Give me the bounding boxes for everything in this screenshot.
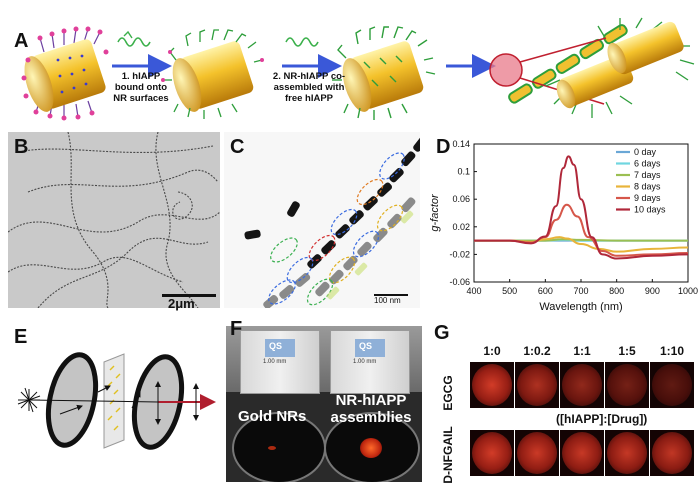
scale-bar-c-label: 100 nm xyxy=(374,296,401,305)
fluorescence-well xyxy=(470,362,514,408)
peptide-icon-2 xyxy=(285,37,319,47)
legend-entry: 8 days xyxy=(634,182,661,192)
y-tick-label: 0.06 xyxy=(452,194,470,204)
ratio-header: 1:5 xyxy=(618,344,636,358)
well-glow xyxy=(472,364,512,406)
fluorescence-well xyxy=(560,362,604,408)
cuvette-right: QS 1.00 mm xyxy=(330,330,410,394)
dish-left xyxy=(232,412,326,482)
fluorescence-well xyxy=(605,430,649,476)
polarizer-1 xyxy=(45,352,99,448)
fluorescence-well xyxy=(560,430,604,476)
legend-entry: 10 days xyxy=(634,205,666,215)
ratio-header: 1:0 xyxy=(483,344,501,358)
y-tick-label: -0.02 xyxy=(449,249,470,259)
well-glow xyxy=(652,432,692,474)
well-glow xyxy=(562,432,602,474)
zoom-circle xyxy=(489,53,523,87)
well-glow xyxy=(517,432,557,474)
legend-entry: 6 days xyxy=(634,159,661,169)
peptide-icon-1 xyxy=(117,37,151,47)
x-tick-label: 900 xyxy=(645,286,660,296)
legend-entry: 9 days xyxy=(634,193,661,203)
x-axis-label: Wavelength (nm) xyxy=(539,301,622,313)
panel-label-d: D xyxy=(436,136,451,158)
fluorescence-well xyxy=(515,430,559,476)
x-tick-label: 700 xyxy=(573,286,588,296)
fluorescence-well xyxy=(515,362,559,408)
zoomed-rod-pair xyxy=(545,17,695,118)
nanorod-coassembled xyxy=(332,26,436,120)
panel-label-f: F xyxy=(230,318,243,340)
scale-bar-b-label: 2μm xyxy=(168,296,195,311)
gold-nrs-label: Gold NRs xyxy=(238,408,307,425)
step-2-caption: 2. NR-hIAPP co- assembled with free hIAP… xyxy=(272,71,346,104)
well-glow xyxy=(652,364,692,406)
legend-entry: 0 day xyxy=(634,147,657,157)
fluorescence-well xyxy=(605,362,649,408)
y-tick-label: 0.1 xyxy=(457,167,470,177)
y-tick-label: -0.06 xyxy=(449,277,470,287)
panel-label-g: G xyxy=(434,322,450,344)
well-glow xyxy=(607,364,647,406)
x-tick-label: 1000 xyxy=(678,286,698,296)
nanorod-with-ligands xyxy=(21,26,109,121)
x-tick-label: 500 xyxy=(502,286,517,296)
panel-label-c: C xyxy=(230,136,245,158)
y-tick-label: 0.02 xyxy=(452,222,470,232)
y-axis-label: g-factor xyxy=(429,193,441,232)
row-label-egcg: EGCG xyxy=(441,375,455,411)
panel-b-tem-image xyxy=(8,132,220,308)
well-glow xyxy=(607,432,647,474)
scale-bar-b xyxy=(162,294,216,297)
plot-frame xyxy=(473,143,689,283)
chart-g-factor: 400 500 600 700 800 900 1000 0.14 0.1 0.06 0.02 -0.… xyxy=(429,139,698,313)
panel-a-schematic xyxy=(21,17,695,121)
panel-label-b: B xyxy=(14,136,29,158)
ratio-header: 1:1 xyxy=(573,344,591,358)
ratio-header: 1:0.2 xyxy=(523,344,551,358)
light-source-icon xyxy=(17,387,41,413)
nanorod-chain xyxy=(508,24,628,104)
scale-bar-c xyxy=(374,294,408,296)
panel-label-e: E xyxy=(14,326,28,348)
step-1-caption: 1. hIAPP bound onto NR surfaces xyxy=(113,71,169,104)
well-glow xyxy=(517,364,557,406)
legend-entry: 7 days xyxy=(634,170,661,180)
well-glow xyxy=(562,364,602,406)
well-glow xyxy=(472,432,512,474)
ratio-header: 1:10 xyxy=(659,344,685,358)
panel-f-photo: QS 1.00 mm QS 1.00 mm xyxy=(226,326,422,482)
panel-label-a: A xyxy=(14,30,29,52)
row-label-d-nfgail: D-NFGAIL xyxy=(441,426,455,484)
x-tick-label: 400 xyxy=(466,286,481,296)
red-glow-spot xyxy=(360,438,382,458)
x-tick-label: 800 xyxy=(609,286,624,296)
cuvette-left: QS 1.00 mm xyxy=(240,330,320,394)
ratio-caption: ([hIAPP]:[Drug]) xyxy=(556,412,648,426)
fluorescence-well xyxy=(650,362,694,408)
nanorod-with-peptide xyxy=(161,29,264,119)
y-tick-label: 0.14 xyxy=(452,139,470,149)
panel-c-tem-image xyxy=(224,132,420,308)
fluorescence-well xyxy=(650,430,694,476)
fluorescence-well xyxy=(470,430,514,476)
panel-e-optics xyxy=(17,352,216,450)
assemblies-label: NR-hIAPP assemblies xyxy=(330,392,412,426)
x-tick-label: 600 xyxy=(538,286,553,296)
series-line xyxy=(474,155,689,260)
